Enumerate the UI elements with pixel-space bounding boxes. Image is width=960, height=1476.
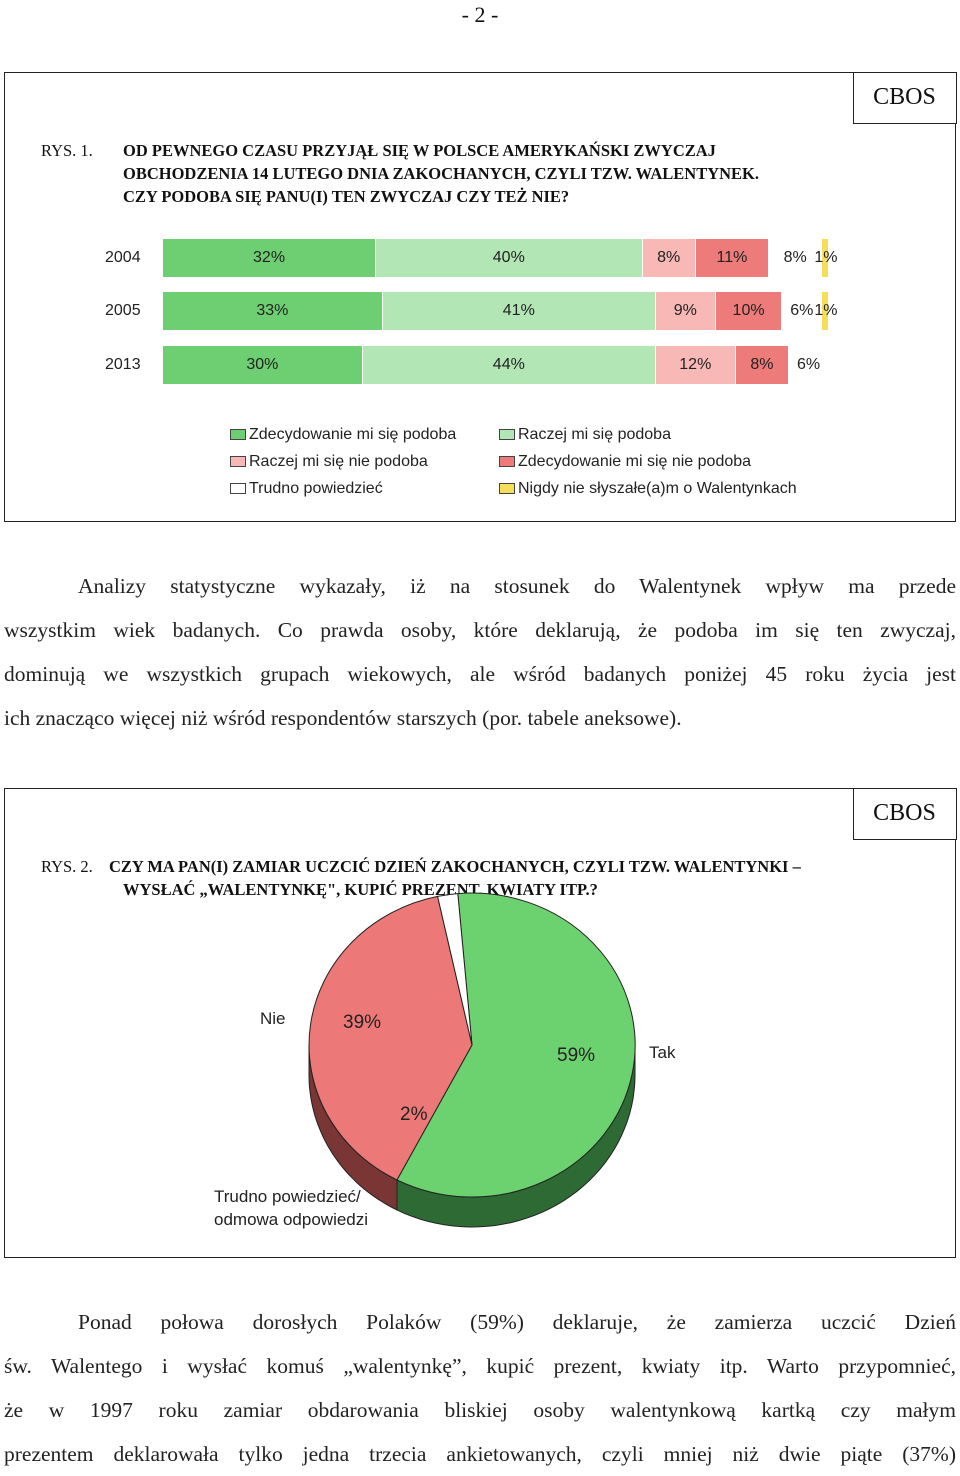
cbos-logo: CBOS bbox=[852, 71, 957, 124]
bar-segment: 8% bbox=[769, 239, 823, 277]
pie-slice-nie bbox=[308, 895, 473, 1181]
bar-segment: 9% bbox=[655, 292, 716, 330]
bar-segment: 44% bbox=[362, 346, 656, 384]
pie-slice-tak bbox=[396, 892, 636, 1198]
figure-2: CBOS RYS. 2. CZY MA PAN(I) ZAMIAR UCZCIĆ… bbox=[4, 787, 957, 1258]
legend-swatch bbox=[499, 483, 515, 494]
pie-value-tak: 59% bbox=[557, 1045, 596, 1066]
bar-row-2004: 2004 32% 40% 8% 11% 8% 1% bbox=[5, 239, 957, 277]
pie-chart bbox=[308, 892, 636, 1228]
paragraph-line: ich znacząco więcej niż wśród respondent… bbox=[4, 706, 682, 730]
bar-segment: 30% bbox=[163, 346, 363, 384]
paragraph-line: wszystkim wiek badanych. Co prawda osoby… bbox=[4, 618, 956, 642]
legend-swatch bbox=[230, 456, 246, 467]
pie-label-nie: Nie bbox=[260, 1009, 286, 1028]
bar-segment: 1% bbox=[814, 239, 837, 277]
cbos-logo: CBOS bbox=[852, 787, 957, 840]
pie-label-trudno-line: Trudno powiedzieć/ bbox=[214, 1187, 361, 1206]
bar-segment: 6% bbox=[789, 346, 829, 384]
bar-segment: 12% bbox=[655, 346, 736, 384]
body-paragraph-1: Analizy statystyczne wykazały, iż na sto… bbox=[4, 564, 956, 740]
bar-segment: 40% bbox=[376, 239, 643, 277]
paragraph-line: Ponad połowa dorosłych Polaków (59%) dek… bbox=[78, 1310, 956, 1334]
pie-label-trudno-line: odmowa odpowiedzi bbox=[214, 1210, 369, 1229]
pie-value-trudno: 2% bbox=[400, 1104, 428, 1125]
figure-1-title-line: OBCHODZENIA 14 LUTEGO DNIA ZAKOCHANYCH, … bbox=[123, 164, 759, 183]
bar-segment: 8% bbox=[735, 346, 790, 384]
paragraph-line: dominują we wszystkich grupach wiekowych… bbox=[4, 662, 956, 686]
figure-2-title-line: CZY MA PAN(I) ZAMIAR UCZCIĆ DZIEŃ ZAKOCH… bbox=[109, 857, 801, 876]
paragraph-line: Analizy statystyczne wykazały, iż na sto… bbox=[78, 574, 956, 598]
bar-data-label: 1% bbox=[814, 302, 838, 319]
legend-label: Trudno powiedzieć bbox=[249, 480, 383, 497]
figure-1-title-line: CZY PODOBA SIĘ PANU(I) TEN ZWYCZAJ CZY T… bbox=[123, 187, 570, 206]
legend-label: Zdecydowanie mi się podoba bbox=[249, 426, 457, 443]
bar-segment: 6% bbox=[782, 292, 823, 330]
bar-row-2013: 2013 30% 44% 12% 8% 6% bbox=[5, 346, 957, 384]
paragraph-line: prezentem deklarowała tylko jedna trzeci… bbox=[4, 1442, 956, 1466]
legend-label: Nigdy nie słyszałe(a)m o Walentynkach bbox=[518, 480, 797, 497]
figure-1-label: RYS. 1. bbox=[41, 141, 93, 160]
legend-label: Zdecydowanie mi się nie podoba bbox=[518, 453, 752, 470]
paragraph-line: że w 1997 roku zamiar obdarowania bliski… bbox=[4, 1398, 956, 1422]
figure-2-label: RYS. 2. bbox=[41, 857, 93, 876]
bar-segment: 1% bbox=[814, 292, 837, 330]
bar-segment: 8% bbox=[642, 239, 696, 277]
legend-label: Raczej mi się podoba bbox=[518, 426, 671, 443]
bar-category-label: 2013 bbox=[105, 356, 141, 373]
bar-segment: 32% bbox=[163, 239, 377, 277]
bar-segment: 33% bbox=[163, 292, 383, 330]
pie-slice-trudno bbox=[436, 893, 473, 1046]
body-paragraph-2: Ponad połowa dorosłych Polaków (59%) dek… bbox=[4, 1300, 956, 1476]
bar-category-label: 2005 bbox=[105, 302, 141, 319]
bar-row-2005: 2005 33% 41% 9% 10% 6% 1% bbox=[5, 292, 957, 330]
bar-segment: 41% bbox=[382, 292, 656, 330]
pie-value-nie: 39% bbox=[343, 1012, 382, 1033]
bar-category-label: 2004 bbox=[105, 249, 141, 266]
bar-segment: 10% bbox=[715, 292, 783, 330]
legend-swatch bbox=[499, 456, 515, 467]
legend-swatch bbox=[499, 429, 515, 440]
figure-1: CBOS RYS. 1. OD PEWNEGO CZASU PRZYJĄŁ SI… bbox=[4, 71, 957, 522]
bar-data-label: 1% bbox=[814, 249, 838, 266]
figure-1-title-line: OD PEWNEGO CZASU PRZYJĄŁ SIĘ W POLSCE AM… bbox=[123, 141, 716, 160]
bar-segment: 11% bbox=[695, 239, 770, 277]
pie-label-tak: Tak bbox=[649, 1043, 676, 1062]
paragraph-line: św. Walentego i wysłać komuś „walentynkę… bbox=[4, 1354, 956, 1378]
legend-label: Raczej mi się nie podoba bbox=[249, 453, 428, 470]
legend-swatch bbox=[230, 483, 246, 494]
page-number: - 2 - bbox=[461, 2, 499, 27]
legend-swatch bbox=[230, 429, 246, 440]
pie-label-trudno: Trudno powiedzieć/ odmowa odpowiedzi bbox=[214, 1185, 368, 1231]
